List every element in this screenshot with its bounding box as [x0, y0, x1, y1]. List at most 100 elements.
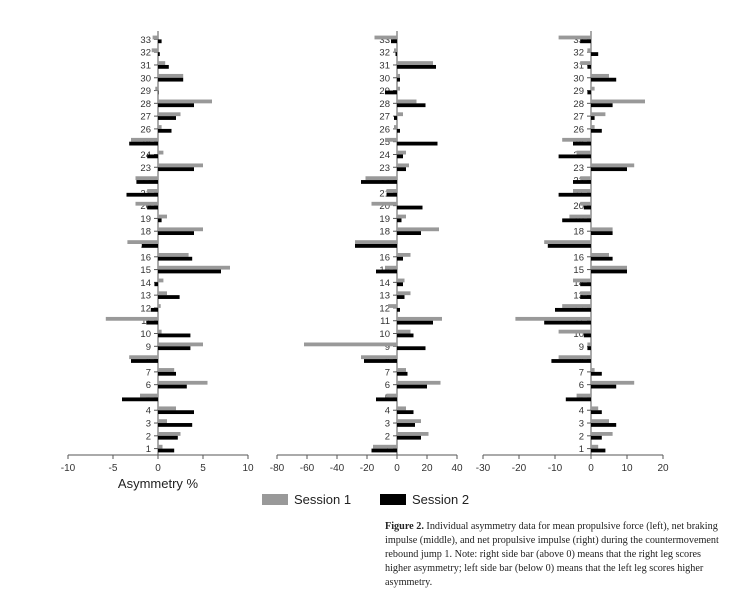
y-tick-label: 12: [140, 303, 151, 314]
bar-session-1-11: [105, 316, 158, 321]
bar-session-2-17: [141, 244, 158, 248]
bar-session-2-8: [364, 359, 397, 363]
y-tick-label: 2: [579, 431, 584, 442]
bar-session-1-29: [591, 86, 595, 91]
x-tick-label: -5: [109, 463, 118, 474]
bar-session-1-28: [591, 99, 645, 104]
bar-session-1-5: [386, 393, 397, 398]
bar-session-1-21: [147, 189, 158, 193]
x-tick-label: -20: [360, 463, 375, 474]
bar-session-2-22: [136, 180, 158, 184]
y-tick-label: 14: [573, 278, 584, 289]
bar-session-1-19: [397, 214, 406, 219]
y-tick-label: 29: [379, 86, 390, 97]
bar-session-1-31: [397, 61, 433, 65]
bar-session-1-19: [569, 214, 591, 219]
bar-session-1-33: [152, 35, 158, 40]
bar-session-1-15: [158, 265, 230, 270]
bar-session-2-17: [547, 244, 591, 248]
bar-session-2-16: [397, 256, 403, 261]
y-tick-label: 2: [146, 431, 151, 442]
bar-session-1-14: [397, 278, 405, 283]
bar-session-2-7: [397, 371, 408, 376]
bar-session-1-3: [397, 419, 421, 424]
y-tick-label: 9: [579, 342, 584, 353]
y-tick-label: 31: [140, 60, 151, 71]
bar-session-1-1: [373, 444, 397, 449]
y-tick-label: 6: [385, 380, 390, 391]
y-tick-label: 7: [579, 367, 584, 378]
bar-session-2-2: [397, 435, 421, 440]
y-tick-label: 1: [146, 444, 151, 455]
y-tick-label: 19: [140, 214, 151, 225]
bar-session-1-10: [558, 329, 591, 334]
bar-session-2-10: [397, 333, 414, 338]
y-tick-label: 30: [573, 73, 584, 84]
y-tick-label: 13: [573, 291, 584, 302]
bar-session-1-2: [158, 432, 181, 436]
bar-session-2-21: [386, 192, 397, 197]
bar-session-2-32: [395, 52, 397, 56]
y-tick-label: 21: [379, 188, 390, 199]
bar-session-2-3: [397, 423, 415, 427]
y-tick-label: 12: [379, 303, 390, 314]
legend: Session 1 Session 2: [262, 492, 469, 507]
y-tick-label: 18: [140, 227, 151, 238]
bar-session-1-32: [587, 48, 591, 53]
bar-session-2-18: [158, 231, 194, 236]
bar-session-1-7: [591, 368, 595, 372]
y-tick-label: 14: [140, 278, 151, 289]
x-tick-label: 10: [621, 463, 633, 474]
y-tick-label: 16: [573, 252, 584, 263]
bar-session-1-29: [155, 86, 158, 91]
bar-session-2-11: [397, 320, 433, 325]
bar-session-1-25: [562, 137, 591, 142]
caption-text: Individual asymmetry data for mean propu…: [385, 521, 719, 588]
bar-session-2-24: [558, 154, 591, 159]
bar-session-2-30: [158, 77, 184, 82]
caption-label: Figure 2.: [385, 521, 424, 532]
y-tick-label: 33: [140, 35, 151, 46]
bar-session-2-26: [591, 128, 602, 133]
bar-session-2-24: [397, 154, 403, 159]
bar-session-2-2: [591, 435, 602, 440]
bar-session-1-18: [158, 227, 203, 232]
bar-session-1-3: [158, 419, 167, 424]
y-tick-label: 29: [140, 86, 151, 97]
bar-session-2-17: [355, 244, 397, 248]
bar-session-1-31: [158, 61, 166, 65]
bar-session-1-26: [591, 125, 595, 129]
y-tick-label: 18: [379, 227, 390, 238]
bar-session-1-24: [576, 150, 591, 155]
y-tick-label: 16: [140, 252, 151, 263]
bar-session-2-16: [591, 256, 613, 261]
bar-session-1-30: [158, 73, 184, 78]
bar-session-1-20: [580, 201, 591, 206]
bar-session-1-6: [397, 380, 441, 385]
bar-session-1-11: [515, 316, 591, 321]
chart-panel-3: -30-20-100102012345678910111213141516171…: [476, 31, 669, 474]
bar-session-2-1: [158, 448, 175, 453]
bar-session-2-1: [591, 448, 606, 453]
bar-session-1-33: [374, 35, 397, 40]
bar-session-1-18: [397, 227, 439, 232]
bar-session-2-30: [397, 77, 400, 82]
bar-session-1-6: [158, 380, 208, 385]
bar-session-1-13: [397, 291, 411, 296]
y-tick-label: 1: [579, 444, 584, 455]
y-tick-label: 2: [385, 431, 390, 442]
bar-session-1-8: [361, 355, 397, 360]
legend-swatch-session-2: [380, 494, 406, 505]
y-tick-label: 10: [379, 329, 390, 340]
bar-session-2-15: [158, 269, 221, 274]
y-tick-label: 9: [146, 342, 151, 353]
y-tick-label: 28: [573, 99, 584, 110]
x-tick-label: 20: [421, 463, 433, 474]
y-tick-label: 24: [140, 150, 151, 161]
bar-session-1-7: [158, 368, 175, 372]
y-tick-label: 33: [379, 35, 390, 46]
bar-session-2-21: [558, 192, 591, 197]
y-tick-label: 20: [140, 201, 151, 212]
x-tick-label: -30: [476, 463, 491, 474]
bar-session-2-27: [591, 116, 595, 120]
